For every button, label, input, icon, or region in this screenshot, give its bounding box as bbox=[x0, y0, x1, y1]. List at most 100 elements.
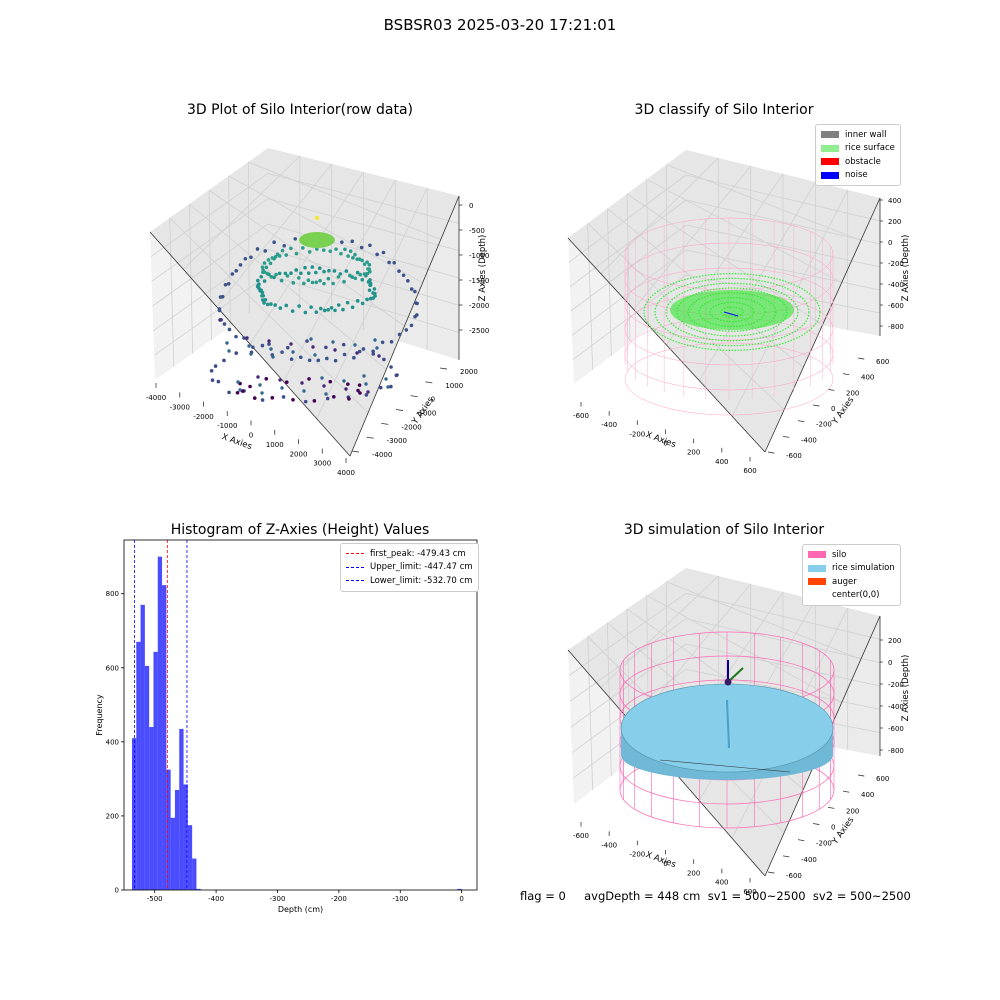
data-point bbox=[261, 298, 265, 302]
classify-x-tick-label: 600 bbox=[743, 467, 756, 475]
top-cluster bbox=[299, 232, 335, 248]
data-point bbox=[227, 327, 232, 332]
classify-legend: inner wall rice surface obstacle noise bbox=[815, 124, 901, 186]
data-point bbox=[273, 303, 277, 307]
histogram-x-axis-label: Depth (cm) bbox=[278, 905, 323, 914]
raw-y-tick-label: 0 bbox=[431, 396, 435, 404]
data-point bbox=[325, 396, 330, 401]
histogram-bar bbox=[457, 888, 462, 890]
data-point bbox=[325, 356, 329, 361]
raw-x-tick-label: 1000 bbox=[266, 441, 284, 449]
data-point bbox=[392, 260, 397, 265]
data-point bbox=[291, 397, 295, 402]
data-point bbox=[282, 243, 287, 248]
data-point bbox=[278, 378, 282, 382]
legend-item-rice-simulation: rice simulation bbox=[808, 562, 895, 576]
classify-y-tick bbox=[797, 420, 805, 423]
data-point bbox=[339, 251, 343, 256]
data-point bbox=[314, 280, 319, 285]
histogram-bar bbox=[149, 727, 154, 890]
raw-x-tick-label: -1000 bbox=[217, 422, 237, 430]
data-point bbox=[373, 338, 377, 342]
noise-mark bbox=[723, 311, 739, 317]
data-point bbox=[272, 240, 276, 244]
data-point bbox=[260, 398, 265, 402]
data-point bbox=[251, 345, 255, 350]
data-point bbox=[262, 261, 267, 265]
raw-y-tick bbox=[366, 436, 374, 439]
simulation-y-tick-label: 0 bbox=[831, 824, 835, 832]
legend-item-rice-surface: rice surface bbox=[821, 142, 895, 156]
y-tick-label: 400 bbox=[106, 738, 119, 746]
histogram-frame bbox=[123, 539, 478, 891]
histogram-bar bbox=[196, 888, 201, 890]
data-point bbox=[378, 385, 383, 390]
data-point bbox=[269, 275, 274, 279]
histogram-title: Histogram of Z-Axies (Height) Values bbox=[170, 522, 430, 538]
data-point bbox=[269, 347, 273, 351]
data-point bbox=[314, 270, 318, 275]
data-point bbox=[257, 282, 261, 286]
data-point bbox=[290, 309, 295, 313]
data-point bbox=[283, 271, 288, 276]
data-point bbox=[331, 281, 335, 286]
data-point bbox=[280, 386, 284, 390]
simulation-z-axis-label: Z Axies (Depth) bbox=[901, 655, 911, 722]
simulation-y-tick-label: 600 bbox=[876, 775, 889, 783]
data-point bbox=[264, 376, 269, 381]
data-point bbox=[306, 278, 311, 283]
data-point bbox=[262, 279, 267, 283]
raw-y-tick bbox=[395, 409, 404, 411]
raw-z-axis-label: Z Axies (Depth) bbox=[478, 235, 488, 302]
data-point bbox=[280, 248, 285, 253]
data-point bbox=[235, 390, 240, 395]
simulation-x-tick-label: -400 bbox=[601, 841, 617, 849]
legend-item-first-peak: first_peak: -479.43 cm bbox=[346, 547, 473, 561]
center-marker bbox=[724, 678, 732, 686]
histogram-bar bbox=[157, 556, 163, 890]
histogram-bar bbox=[162, 585, 167, 890]
figure-suptitle: BSBSR03 2025-03-20 17:21:01 bbox=[383, 16, 617, 34]
data-point bbox=[273, 254, 278, 259]
data-point bbox=[227, 349, 231, 353]
legend-label: rice surface bbox=[845, 143, 895, 154]
raw-z-tick-label: 0 bbox=[469, 202, 473, 210]
data-point bbox=[359, 245, 364, 250]
data-point bbox=[294, 251, 299, 256]
classify-y-tick-label: -400 bbox=[801, 436, 817, 444]
data-point bbox=[346, 382, 350, 386]
data-point bbox=[285, 345, 290, 350]
rice-surface bbox=[643, 273, 821, 352]
data-point bbox=[401, 273, 406, 278]
data-point bbox=[210, 378, 215, 383]
data-point bbox=[256, 375, 260, 379]
raw-y-tick-label: -1000 bbox=[416, 410, 436, 418]
data-point bbox=[357, 383, 362, 387]
data-point bbox=[227, 390, 231, 395]
y-tick-label: 800 bbox=[106, 590, 119, 598]
legend-label: center(0,0) bbox=[832, 590, 880, 601]
data-point bbox=[305, 339, 309, 343]
legend-swatch bbox=[821, 144, 839, 152]
legend-label: auger bbox=[832, 576, 857, 587]
data-point bbox=[351, 256, 355, 260]
data-point bbox=[263, 249, 268, 253]
data-point bbox=[289, 271, 293, 276]
data-point bbox=[277, 254, 282, 258]
data-point bbox=[368, 296, 373, 301]
simulation-y-tick bbox=[767, 871, 775, 874]
data-point bbox=[394, 373, 399, 378]
data-point bbox=[343, 247, 347, 252]
histogram-bar bbox=[131, 738, 137, 890]
data-point bbox=[413, 289, 417, 294]
data-point bbox=[265, 302, 270, 307]
simulation-y-tick-label: 400 bbox=[861, 791, 874, 799]
data-point bbox=[341, 342, 346, 347]
data-point bbox=[321, 248, 326, 252]
data-point bbox=[222, 358, 226, 363]
raw-y-tick bbox=[351, 450, 360, 453]
data-point bbox=[238, 263, 243, 267]
data-point bbox=[320, 376, 324, 380]
data-point bbox=[307, 250, 312, 254]
